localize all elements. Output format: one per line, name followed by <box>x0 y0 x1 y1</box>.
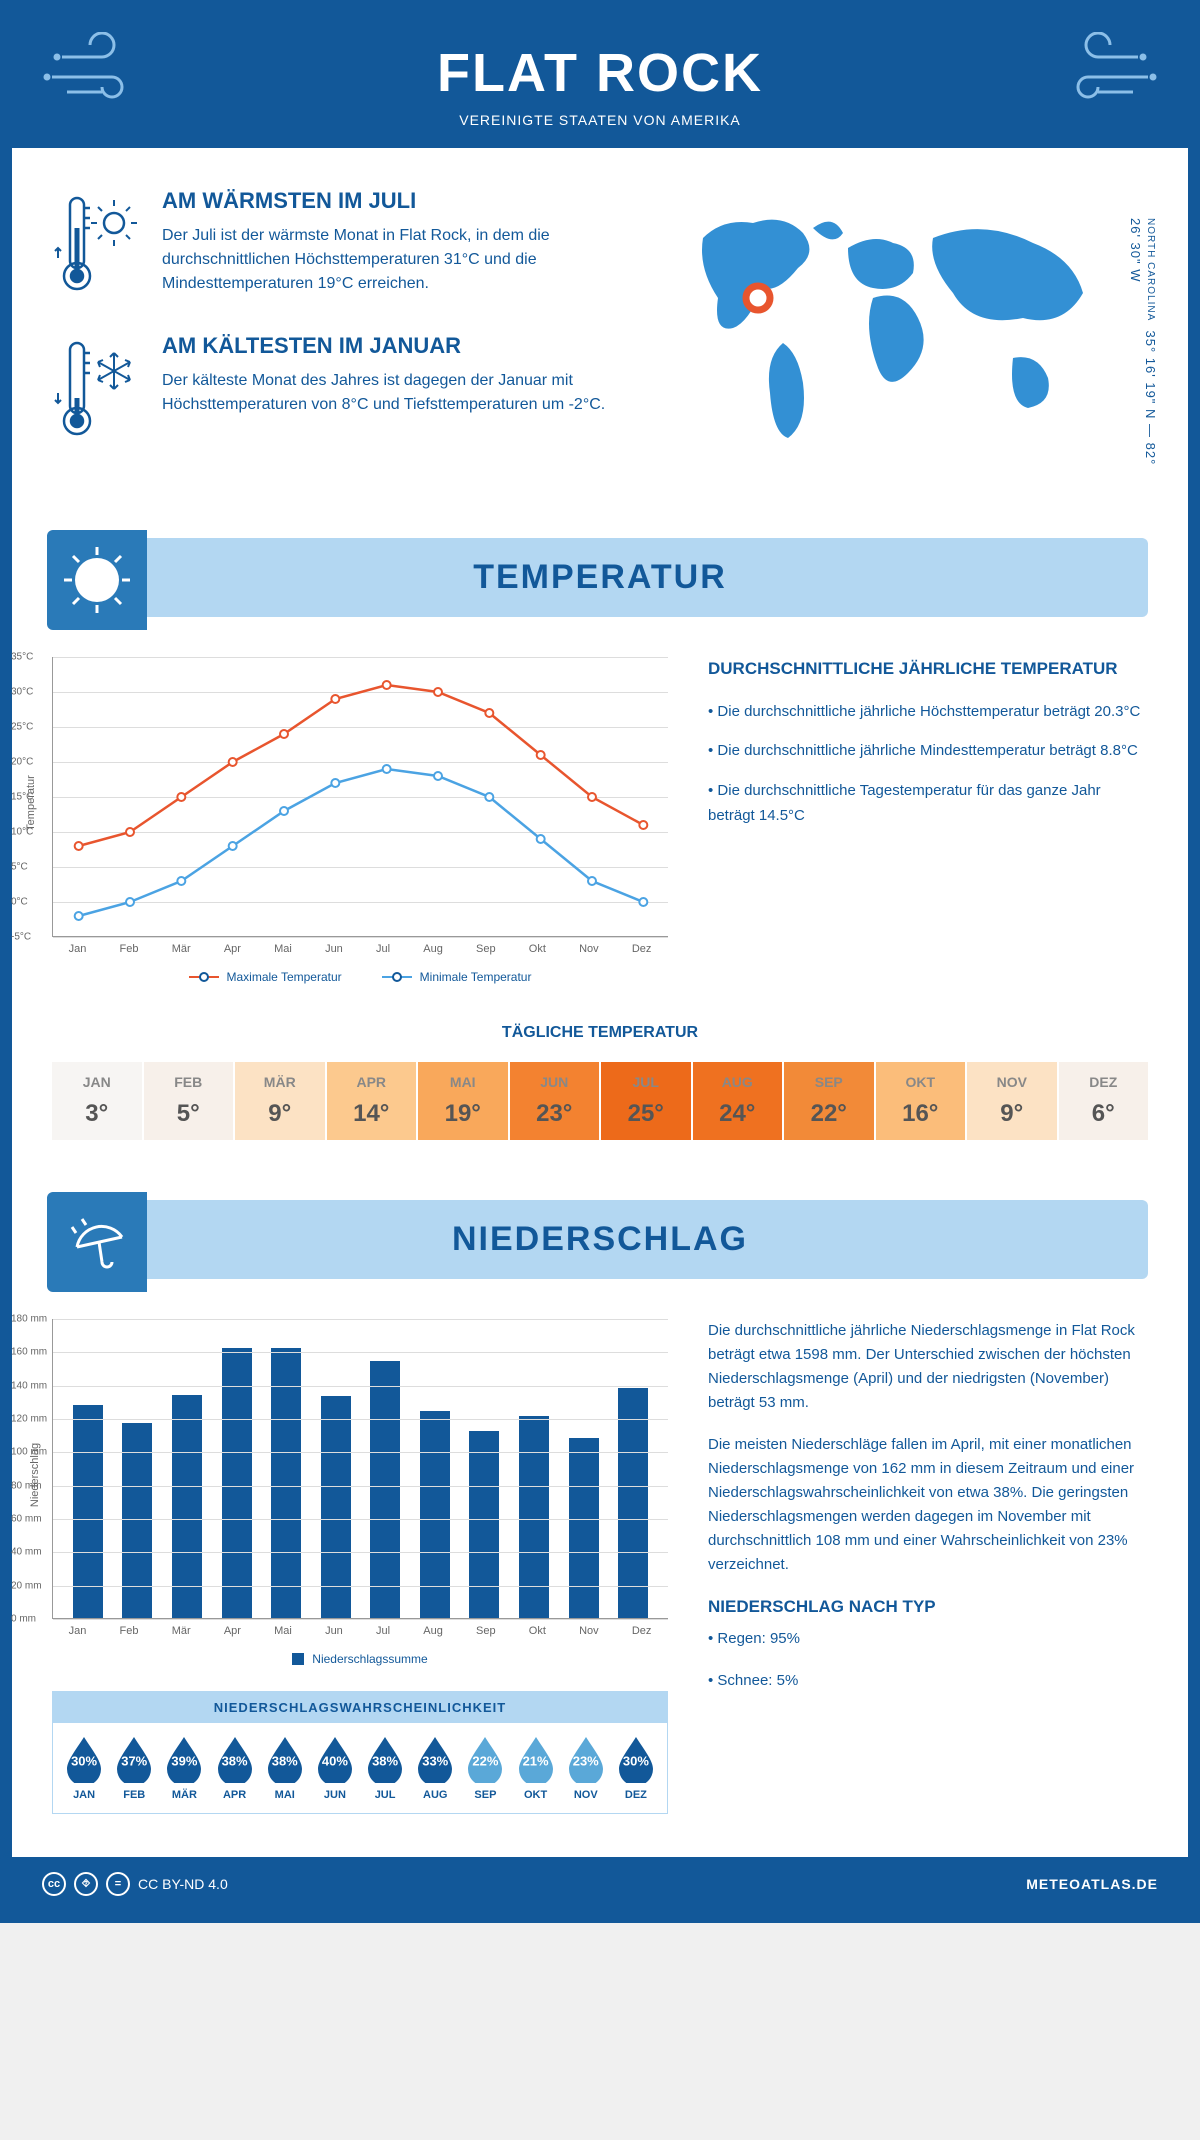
intro-section: AM WÄRMSTEN IM JULI Der Juli ist der wär… <box>12 148 1188 518</box>
page-subtitle: VEREINIGTE STAATEN VON AMERIKA <box>12 112 1188 128</box>
temp-month-cell: JAN3° <box>52 1062 142 1140</box>
prob-drop: 38%MAI <box>260 1735 310 1801</box>
temperature-line-chart: Temperatur -5°C0°C5°C10°C15°C20°C25°C30°… <box>52 657 668 937</box>
temp-month-cell: JUN23° <box>510 1062 600 1140</box>
chart-legend: Maximale Temperatur Minimale Temperatur <box>52 970 668 984</box>
header: FLAT ROCK VEREINIGTE STAATEN VON AMERIKA <box>12 12 1188 148</box>
coldest-block: AM KÄLTESTEN IM JANUAR Der kälteste Mona… <box>52 333 633 448</box>
coldest-text: Der kälteste Monat des Jahres ist dagege… <box>162 369 633 417</box>
nd-icon: = <box>106 1872 130 1896</box>
footer: cc ⯑ = CC BY-ND 4.0 METEOATLAS.DE <box>12 1854 1188 1911</box>
temp-month-cell: DEZ6° <box>1059 1062 1149 1140</box>
prob-drop: 39%MÄR <box>159 1735 209 1801</box>
temp-month-cell: SEP22° <box>784 1062 874 1140</box>
precip-bar <box>519 1416 549 1618</box>
by-icon: ⯑ <box>74 1872 98 1896</box>
precip-section: Niederschlag 0 mm20 mm40 mm60 mm80 mm100… <box>12 1279 1188 1854</box>
site-name: METEOATLAS.DE <box>1026 1876 1158 1892</box>
page: FLAT ROCK VEREINIGTE STAATEN VON AMERIKA… <box>0 0 1200 1923</box>
daily-temp: TÄGLICHE TEMPERATUR JAN3°FEB5°MÄR9°APR14… <box>12 1024 1188 1180</box>
chart-legend: Niederschlagssumme <box>52 1652 668 1666</box>
license: cc ⯑ = CC BY-ND 4.0 <box>42 1872 228 1896</box>
prob-drop: 38%APR <box>210 1735 260 1801</box>
prob-drop: 30%JAN <box>59 1735 109 1801</box>
umbrella-icon <box>47 1192 147 1292</box>
page-title: FLAT ROCK <box>12 42 1188 104</box>
temp-month-cell: JUL25° <box>601 1062 691 1140</box>
temp-month-cell: FEB5° <box>144 1062 234 1140</box>
precip-bar <box>469 1431 499 1618</box>
precip-bar <box>172 1395 202 1618</box>
wind-icon <box>1048 32 1158 117</box>
temp-month-cell: MÄR9° <box>235 1062 325 1140</box>
warmest-title: AM WÄRMSTEN IM JULI <box>162 188 633 214</box>
precip-bar <box>569 1438 599 1618</box>
probability-box: NIEDERSCHLAGSWAHRSCHEINLICHKEIT 30%JAN37… <box>52 1691 668 1814</box>
prob-drop: 30%DEZ <box>611 1735 661 1801</box>
thermometer-cold-icon <box>52 333 142 448</box>
thermometer-hot-icon <box>52 188 142 303</box>
precip-bar <box>420 1411 450 1618</box>
section-title: NIEDERSCHLAG <box>52 1220 1148 1259</box>
precip-bar <box>222 1348 252 1618</box>
section-title: TEMPERATUR <box>52 558 1148 597</box>
precip-bar <box>618 1388 648 1618</box>
daily-temp-grid: JAN3°FEB5°MÄR9°APR14°MAI19°JUN23°JUL25°A… <box>52 1062 1148 1140</box>
prob-drop: 37%FEB <box>109 1735 159 1801</box>
precipitation-bar-chart: Niederschlag 0 mm20 mm40 mm60 mm80 mm100… <box>52 1319 668 1619</box>
temp-month-cell: OKT16° <box>876 1062 966 1140</box>
warmest-text: Der Juli ist der wärmste Monat in Flat R… <box>162 224 633 296</box>
temp-section: Temperatur -5°C0°C5°C10°C15°C20°C25°C30°… <box>12 617 1188 1024</box>
coordinates: NORTH CAROLINA 35° 16' 19" N — 82° 26' 3… <box>1128 218 1158 478</box>
precip-section-header: NIEDERSCHLAG <box>52 1200 1148 1279</box>
precip-bar <box>271 1348 301 1618</box>
precip-info: Die durchschnittliche jährliche Niedersc… <box>708 1319 1148 1814</box>
chart-x-labels: JanFebMärAprMaiJunJulAugSepOktNovDez <box>52 943 668 955</box>
cc-icon: cc <box>42 1872 66 1896</box>
temp-month-cell: AUG24° <box>693 1062 783 1140</box>
temp-month-cell: MAI19° <box>418 1062 508 1140</box>
temp-month-cell: APR14° <box>327 1062 417 1140</box>
sun-icon <box>47 530 147 630</box>
prob-drop: 38%JUL <box>360 1735 410 1801</box>
coldest-title: AM KÄLTESTEN IM JANUAR <box>162 333 633 359</box>
temp-month-cell: NOV9° <box>967 1062 1057 1140</box>
warmest-block: AM WÄRMSTEN IM JULI Der Juli ist der wär… <box>52 188 633 303</box>
prob-drop: 21%OKT <box>511 1735 561 1801</box>
prob-drop: 22%SEP <box>460 1735 510 1801</box>
prob-drop: 23%NOV <box>561 1735 611 1801</box>
precip-bar <box>370 1361 400 1618</box>
world-map: NORTH CAROLINA 35° 16' 19" N — 82° 26' 3… <box>663 188 1148 478</box>
chart-x-labels: JanFebMärAprMaiJunJulAugSepOktNovDez <box>52 1625 668 1637</box>
prob-drop: 40%JUN <box>310 1735 360 1801</box>
wind-icon <box>42 32 152 117</box>
prob-drop: 33%AUG <box>410 1735 460 1801</box>
temp-section-header: TEMPERATUR <box>52 538 1148 617</box>
temp-info: DURCHSCHNITTLICHE JÄHRLICHE TEMPERATUR •… <box>708 657 1148 984</box>
